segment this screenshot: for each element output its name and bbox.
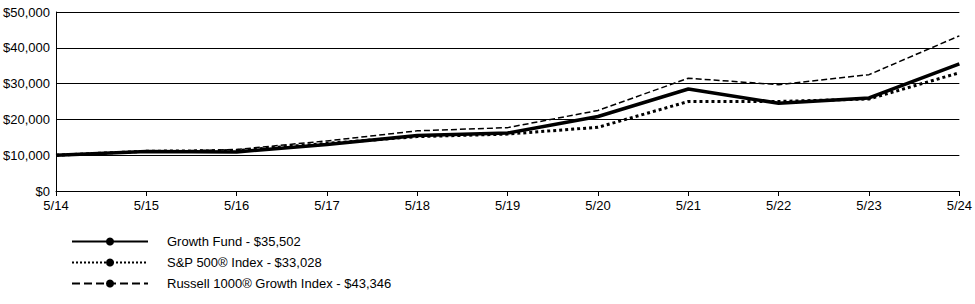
svg-text:$50,000: $50,000	[3, 5, 50, 20]
svg-text:5/23: 5/23	[856, 198, 881, 213]
svg-text:5/22: 5/22	[766, 198, 791, 213]
svg-text:5/19: 5/19	[495, 198, 520, 213]
svg-text:5/18: 5/18	[405, 198, 430, 213]
svg-text:5/15: 5/15	[134, 198, 159, 213]
svg-text:5/17: 5/17	[314, 198, 339, 213]
svg-text:Growth Fund - $35,502: Growth Fund - $35,502	[167, 234, 301, 249]
svg-text:$20,000: $20,000	[3, 112, 50, 127]
svg-text:5/14: 5/14	[43, 198, 68, 213]
svg-text:5/24: 5/24	[947, 198, 972, 213]
svg-text:5/20: 5/20	[585, 198, 610, 213]
svg-text:S&P 500® Index - $33,028: S&P 500® Index - $33,028	[167, 255, 322, 270]
svg-text:$10,000: $10,000	[3, 148, 50, 163]
svg-text:$40,000: $40,000	[3, 40, 50, 55]
svg-text:5/16: 5/16	[224, 198, 249, 213]
svg-text:$0: $0	[36, 184, 50, 199]
svg-text:Russell 1000® Growth Index - $: Russell 1000® Growth Index - $43,346	[167, 276, 391, 291]
svg-text:5/21: 5/21	[676, 198, 701, 213]
svg-text:$30,000: $30,000	[3, 76, 50, 91]
